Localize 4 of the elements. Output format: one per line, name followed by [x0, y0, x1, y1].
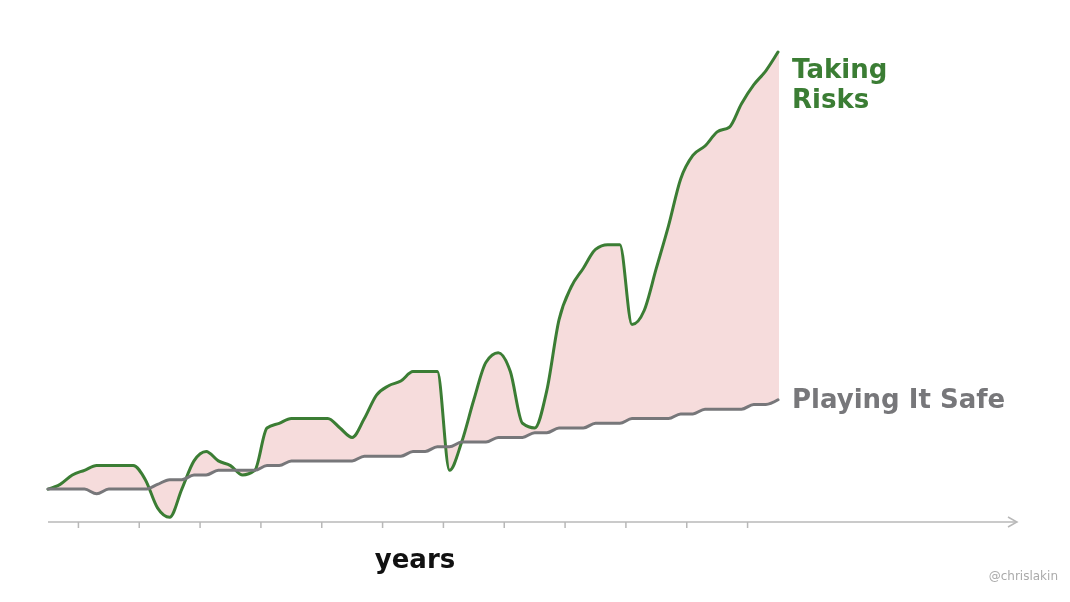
series-label: Playing It Safe — [792, 383, 1006, 414]
text: @chrislakin — [988, 569, 1058, 583]
x-axis-title: years — [374, 544, 456, 574]
series-label: Taking Risks — [792, 54, 888, 114]
